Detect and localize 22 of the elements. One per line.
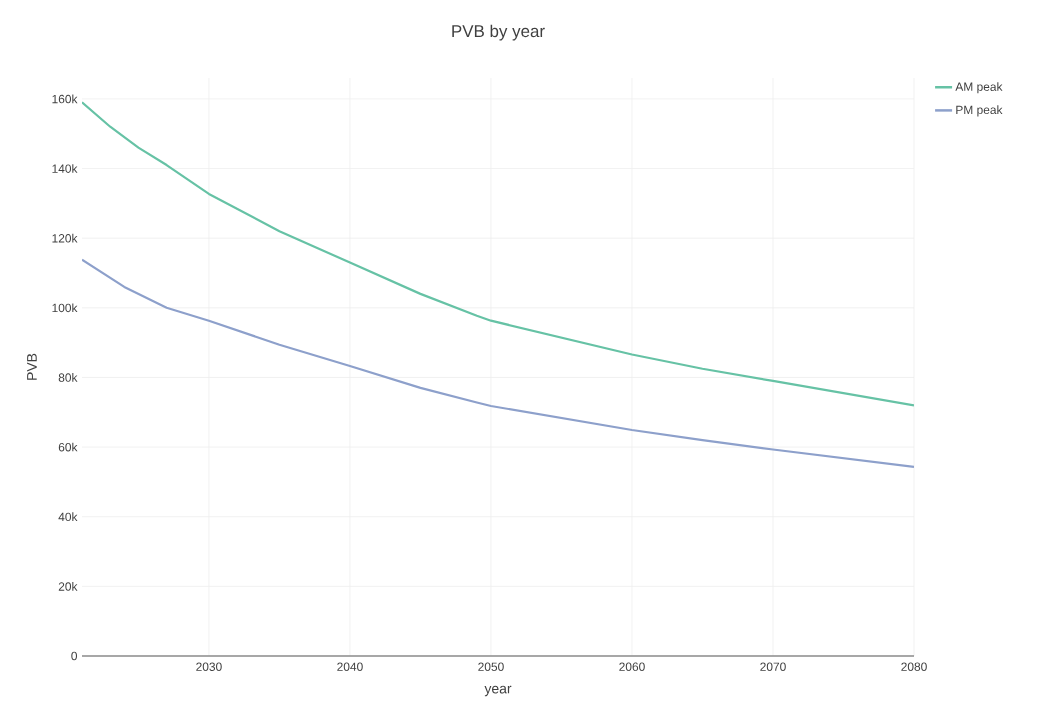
y-tick-label: 80k [58,373,78,382]
x-tick-label: 2030 [196,662,222,671]
y-tick-label: 60k [58,442,78,452]
y-axis-title: PVB [27,353,37,380]
y-tick-label: 100k [52,303,78,313]
y-tick-label: 40k [58,512,78,522]
x-tick-label: 2050 [478,662,504,671]
x-tick-label: 2040 [337,662,363,671]
y-tick-label: 160k [52,94,78,104]
y-tick-label: 20k [58,581,78,591]
legend-label: AM peak [955,82,1003,94]
x-tick-label: 2060 [619,662,645,671]
x-tick-label: 2080 [901,662,927,671]
y-tick-label: 120k [52,233,78,243]
chart-title: PVB by year [452,24,545,41]
line-series [82,258,915,469]
line-series [82,101,915,407]
legend-label: PM peak [956,105,1003,117]
y-tick-label: 0 [71,651,78,661]
x-tick-label: 2070 [760,662,786,671]
y-tick-label: 140k [52,164,78,173]
x-axis-title: year [484,685,512,697]
